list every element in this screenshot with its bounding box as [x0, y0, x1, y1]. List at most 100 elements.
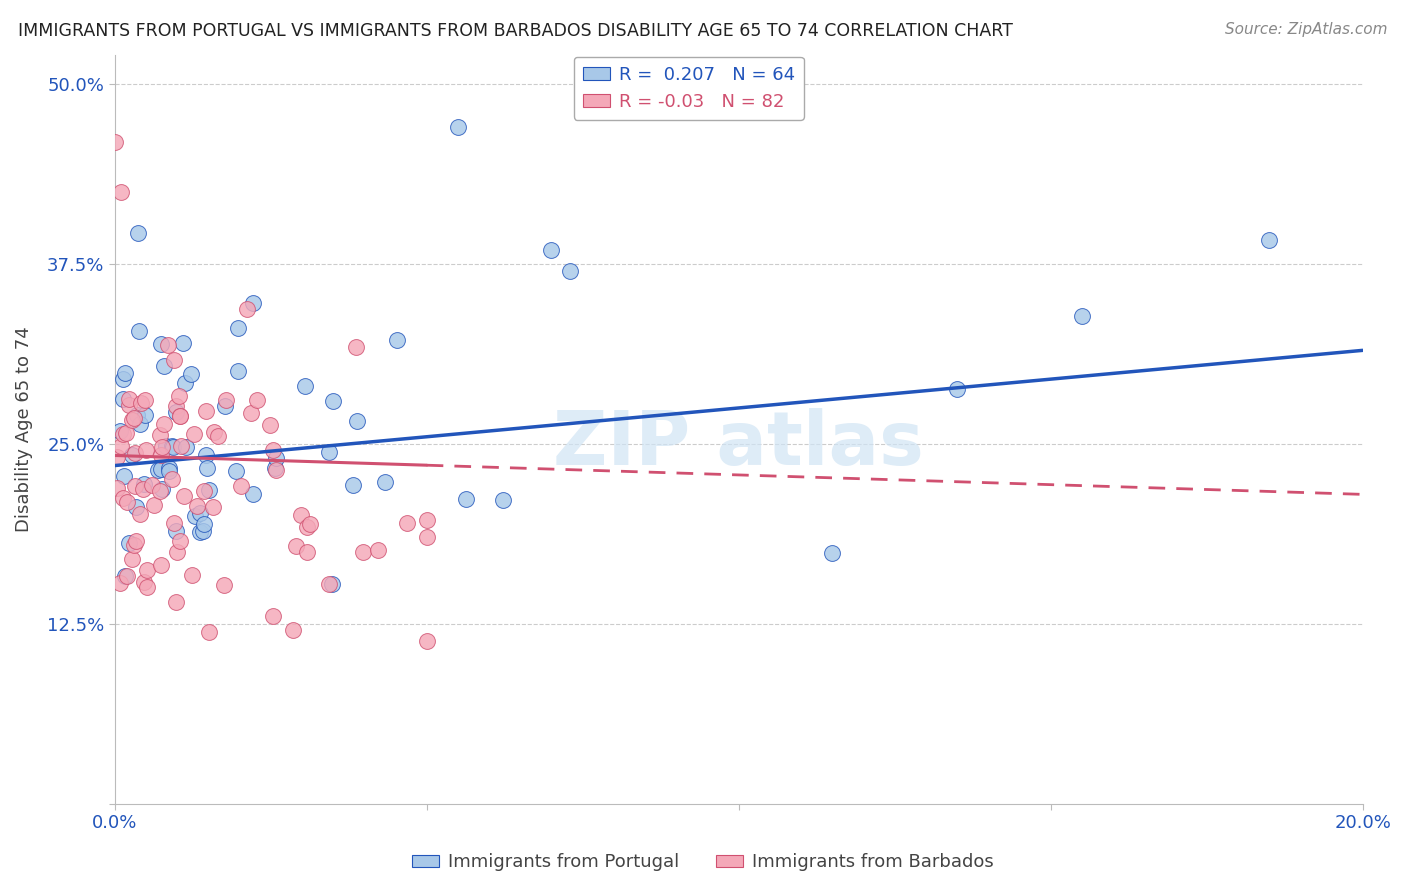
- Point: [115, 425, 138, 440]
- Point: [136, 580, 159, 594]
- Point: [352, 545, 374, 559]
- Point: [299, 516, 322, 531]
- Point: [118, 535, 141, 549]
- Point: [150, 482, 173, 496]
- Point: [454, 491, 477, 506]
- Point: [124, 538, 146, 552]
- Point: [141, 478, 163, 492]
- Point: [124, 479, 146, 493]
- Point: [415, 513, 437, 527]
- Point: [105, 481, 128, 495]
- Point: [186, 499, 208, 513]
- Point: [346, 413, 368, 427]
- Point: [112, 468, 135, 483]
- Point: [132, 574, 155, 589]
- Point: [318, 577, 340, 591]
- Point: [295, 519, 318, 533]
- Point: [447, 120, 470, 135]
- Point: [121, 413, 143, 427]
- Point: [946, 382, 969, 396]
- Point: [262, 442, 284, 457]
- Point: [146, 463, 169, 477]
- Point: [114, 366, 136, 380]
- Point: [262, 608, 284, 623]
- Point: [188, 506, 211, 520]
- Text: IMMIGRANTS FROM PORTUGAL VS IMMIGRANTS FROM BARBADOS DISABILITY AGE 65 TO 74 COR: IMMIGRANTS FROM PORTUGAL VS IMMIGRANTS F…: [18, 22, 1014, 40]
- Point: [118, 398, 141, 412]
- Point: [149, 483, 172, 498]
- Point: [172, 335, 194, 350]
- Point: [162, 472, 184, 486]
- Point: [202, 425, 225, 439]
- Point: [129, 396, 152, 410]
- Text: ZIP atlas: ZIP atlas: [553, 408, 924, 481]
- Point: [180, 568, 202, 582]
- Point: [396, 516, 419, 530]
- Point: [202, 500, 225, 514]
- Point: [149, 462, 172, 476]
- Point: [118, 392, 141, 406]
- Point: [110, 424, 132, 438]
- Point: [128, 324, 150, 338]
- Point: [129, 507, 152, 521]
- Point: [169, 389, 191, 403]
- Point: [165, 524, 187, 538]
- Point: [318, 445, 340, 459]
- Point: [174, 440, 197, 454]
- Point: [111, 392, 134, 406]
- Point: [321, 577, 343, 591]
- Point: [207, 428, 229, 442]
- Point: [295, 545, 318, 559]
- Point: [169, 409, 191, 423]
- Point: [127, 408, 149, 422]
- Point: [193, 516, 215, 531]
- Point: [195, 460, 218, 475]
- Point: [111, 372, 134, 386]
- Point: [214, 399, 236, 413]
- Y-axis label: Disability Age 65 to 74: Disability Age 65 to 74: [15, 326, 32, 533]
- Point: [136, 563, 159, 577]
- Point: [492, 492, 515, 507]
- Point: [367, 543, 389, 558]
- Point: [135, 443, 157, 458]
- Point: [226, 363, 249, 377]
- Point: [121, 449, 143, 463]
- Point: [180, 368, 202, 382]
- Point: [212, 578, 235, 592]
- Point: [111, 426, 134, 441]
- Point: [115, 568, 138, 582]
- Point: [236, 301, 259, 316]
- Point: [150, 448, 173, 462]
- Point: [150, 558, 173, 572]
- Point: [225, 464, 247, 478]
- Point: [162, 439, 184, 453]
- Point: [125, 534, 148, 549]
- Point: [165, 405, 187, 419]
- Point: [114, 569, 136, 583]
- Point: [540, 243, 562, 257]
- Point: [156, 338, 179, 352]
- Point: [132, 477, 155, 491]
- Point: [153, 417, 176, 432]
- Point: [153, 359, 176, 374]
- Point: [173, 489, 195, 503]
- Point: [174, 376, 197, 391]
- Point: [215, 392, 238, 407]
- Point: [149, 427, 172, 442]
- Point: [108, 576, 131, 591]
- Legend: R =  0.207   N = 64, R = -0.03   N = 82: R = 0.207 N = 64, R = -0.03 N = 82: [574, 57, 804, 120]
- Point: [115, 495, 138, 509]
- Point: [290, 508, 312, 523]
- Point: [285, 539, 308, 553]
- Point: [191, 524, 214, 538]
- Point: [125, 500, 148, 514]
- Point: [157, 461, 180, 475]
- Point: [127, 226, 149, 240]
- Point: [165, 595, 187, 609]
- Point: [183, 427, 205, 442]
- Point: [374, 475, 396, 489]
- Point: [163, 516, 186, 531]
- Point: [560, 264, 582, 278]
- Point: [239, 406, 262, 420]
- Point: [387, 334, 409, 348]
